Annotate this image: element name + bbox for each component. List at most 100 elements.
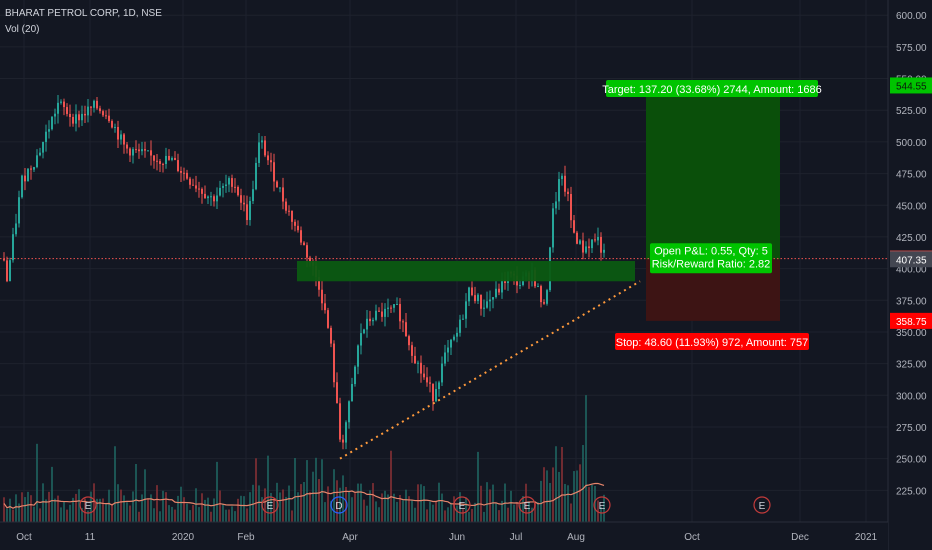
- volume-bar: [600, 506, 602, 522]
- profit-zone[interactable]: [646, 85, 780, 260]
- candle-body: [21, 175, 23, 198]
- price-tick-label: 575.00: [896, 43, 927, 54]
- candle-body: [126, 144, 128, 149]
- price-tick-label: 525.00: [896, 106, 927, 117]
- event-marker[interactable]: E: [79, 496, 97, 514]
- volume-bar: [396, 501, 398, 522]
- event-marker[interactable]: D: [330, 496, 348, 514]
- volume-bar: [189, 510, 191, 522]
- volume-bar: [180, 486, 182, 522]
- stop-price-tag[interactable]: 358.75: [890, 312, 932, 329]
- candle-body: [150, 150, 152, 156]
- price-tick-label: 275.00: [896, 423, 927, 434]
- volume-bar: [363, 499, 365, 522]
- volume-bar: [486, 482, 488, 522]
- volume-bar: [51, 466, 53, 522]
- volume-bar: [81, 507, 83, 522]
- candle-body: [78, 114, 80, 121]
- support-zone[interactable]: [297, 261, 635, 282]
- candle-body: [204, 193, 206, 199]
- candle-body: [81, 113, 83, 121]
- volume-bar: [171, 506, 173, 522]
- candle-body: [339, 403, 341, 440]
- candle-body: [396, 304, 398, 306]
- volume-bar: [105, 504, 107, 522]
- volume-bar: [207, 497, 209, 522]
- target-price-tag-text: 544.55: [896, 81, 927, 92]
- candle-body: [6, 260, 8, 282]
- entry-price-tag-bg: [890, 251, 932, 268]
- candle-body: [594, 239, 596, 241]
- volume-bar: [309, 492, 311, 522]
- candle-body: [468, 287, 470, 302]
- volume-bar: [351, 497, 353, 522]
- candle-body: [144, 149, 146, 151]
- event-marker-circle: [518, 496, 536, 514]
- volume-bar: [27, 491, 29, 522]
- candle-body: [24, 175, 26, 182]
- candle-body: [459, 319, 461, 333]
- candle-body: [303, 242, 305, 246]
- candle-body: [219, 187, 221, 196]
- candle-body: [42, 141, 44, 153]
- candle-body: [345, 422, 347, 443]
- candle-body: [537, 286, 539, 288]
- stop-label[interactable]: Stop: 48.60 (11.93%) 972, Amount: 757: [615, 333, 809, 350]
- candle-body: [375, 310, 377, 320]
- candle-body: [456, 332, 458, 337]
- volume-bar: [294, 457, 296, 522]
- volume-bar: [441, 493, 443, 522]
- candle-body: [66, 107, 68, 114]
- time-tick-label: Jul: [510, 532, 523, 543]
- candle-body: [210, 196, 212, 198]
- volume-bar: [63, 501, 65, 522]
- volume-indicator-label[interactable]: Vol (20): [5, 24, 40, 35]
- event-marker-label: E: [267, 501, 274, 512]
- volume-bar: [564, 483, 566, 522]
- time-tick-label: Feb: [237, 532, 255, 543]
- volume-bar: [297, 492, 299, 522]
- target-label[interactable]: Target: 137.20 (33.68%) 2744, Amount: 16…: [602, 80, 822, 97]
- event-marker[interactable]: E: [518, 496, 536, 514]
- target-price-tag[interactable]: 544.55: [890, 77, 932, 94]
- entry-price-tag[interactable]: 407.35: [890, 251, 932, 268]
- time-axis[interactable]: Oct 11 2020 Feb Apr Jun Jul Aug Oct Dec 2021: [0, 521, 888, 550]
- event-marker[interactable]: E: [753, 496, 771, 514]
- candle-body: [426, 377, 428, 383]
- candle-body: [432, 383, 434, 402]
- event-marker[interactable]: E: [593, 496, 611, 514]
- symbol-title[interactable]: BHARAT PETROL CORP, 1D, NSE: [5, 8, 162, 19]
- event-marker[interactable]: E: [261, 496, 279, 514]
- candle-body: [177, 160, 179, 171]
- volume-bar: [414, 507, 416, 522]
- volume-bar: [303, 481, 305, 522]
- volume-bar: [405, 489, 407, 522]
- volume-bar: [132, 491, 134, 522]
- candle-body: [462, 318, 464, 320]
- event-marker[interactable]: E: [453, 496, 471, 514]
- price-tick-label: 325.00: [896, 360, 927, 371]
- candle-body: [324, 303, 326, 311]
- volume-bar: [591, 484, 593, 522]
- candle-body: [357, 345, 359, 367]
- candle-body: [33, 167, 35, 170]
- candle-body: [330, 327, 332, 344]
- time-axis-bg: [0, 522, 888, 550]
- trend-line[interactable]: [339, 280, 641, 460]
- event-marker-label: D: [335, 501, 342, 512]
- volume-bar: [165, 492, 167, 522]
- candle-body: [471, 287, 473, 296]
- candle-body: [393, 304, 395, 308]
- volume-bar: [549, 482, 551, 522]
- candle-body: [498, 288, 500, 293]
- candle-body: [387, 307, 389, 309]
- volume-bar: [528, 501, 530, 522]
- candle-body: [444, 352, 446, 364]
- candle-body: [252, 189, 254, 202]
- candle-body: [105, 115, 107, 117]
- candle-body: [171, 157, 173, 160]
- candle-body: [501, 279, 503, 293]
- volume-bar: [585, 395, 587, 522]
